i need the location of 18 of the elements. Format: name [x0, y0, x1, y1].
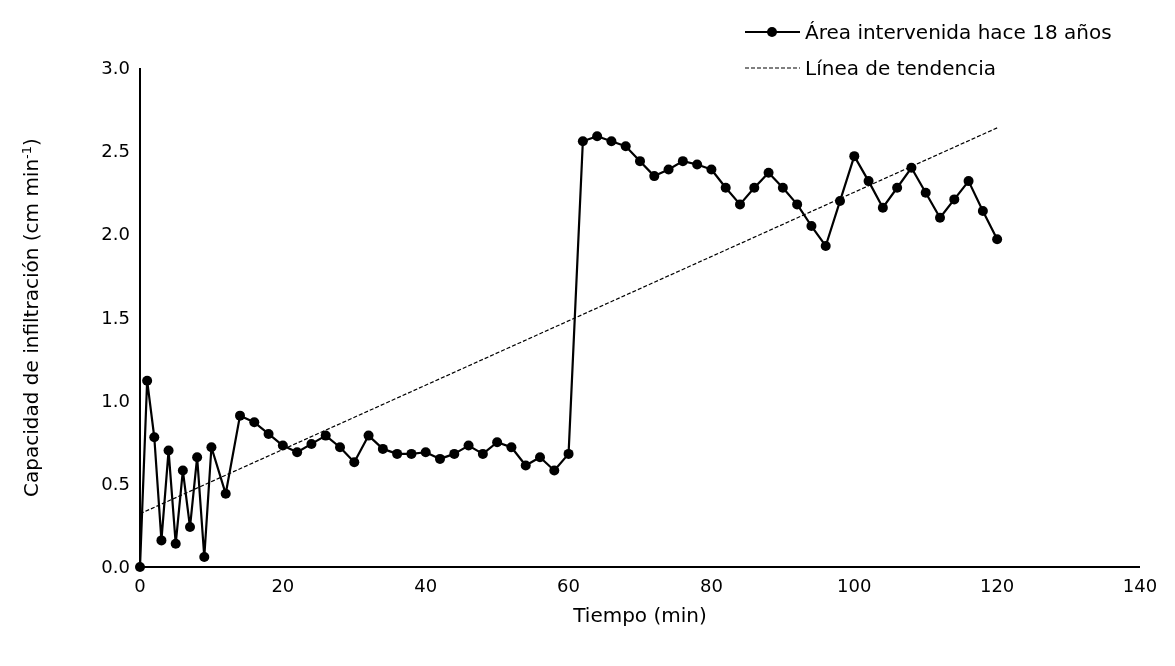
- x-tick-label: 140: [1122, 575, 1158, 596]
- y-tick-label: 3.0: [101, 57, 130, 78]
- legend-label: Área intervenida hace 18 años: [805, 20, 1112, 44]
- x-tick-label: 100: [837, 575, 872, 596]
- x-tick-label: 80: [699, 575, 723, 596]
- y-tick-label: 2.5: [101, 140, 130, 162]
- y-tick-label: 1.0: [101, 389, 130, 411]
- y-tick-label: 0.0: [101, 556, 130, 577]
- y-tick-label: 1.5: [101, 306, 130, 328]
- legend-label: Línea de tendencia: [805, 56, 996, 80]
- y-tick-label: 2.0: [101, 223, 130, 245]
- x-tick-label: 0: [134, 575, 146, 596]
- x-axis-title: Tiempo (min): [572, 603, 707, 627]
- x-tick-label: 60: [557, 575, 581, 596]
- x-tick-label: 40: [414, 575, 438, 596]
- x-tick-label: 20: [271, 575, 295, 596]
- y-tick-label: 0.5: [101, 472, 130, 494]
- x-tick-label: 120: [979, 575, 1015, 596]
